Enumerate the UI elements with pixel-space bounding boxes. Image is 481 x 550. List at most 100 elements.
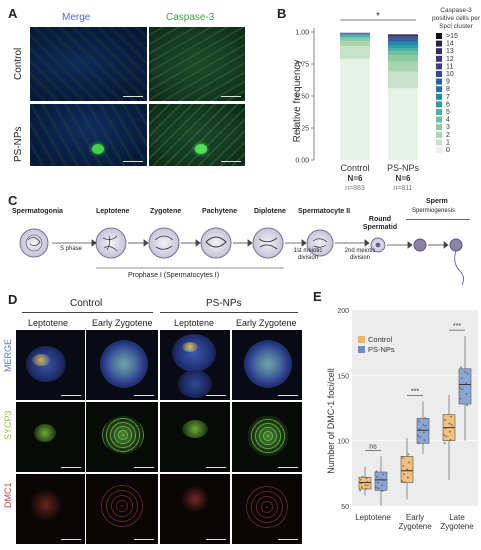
legend-label: 8 (446, 86, 450, 93)
panel-label-d: D (8, 292, 18, 307)
legend-title: Caspase-3 (440, 7, 472, 14)
legend-label: 11 (446, 63, 453, 70)
significance-marker: *** (453, 323, 461, 330)
category-label: Early (406, 513, 424, 522)
data-point (366, 484, 369, 487)
legend-swatch (436, 33, 442, 39)
legend-label: 7 (446, 94, 450, 101)
category-label: Late (449, 513, 465, 522)
data-point (361, 475, 364, 478)
data-point (466, 404, 469, 407)
data-point (406, 476, 409, 479)
legend-swatch (436, 139, 442, 146)
bar-segment-13 (388, 35, 418, 37)
significance-marker: *** (411, 388, 419, 395)
data-point (408, 469, 411, 472)
scale-bar (123, 96, 143, 97)
data-point (375, 470, 378, 473)
data-point (407, 453, 410, 456)
legend-swatch (436, 48, 442, 55)
panel-label-a: A (8, 6, 18, 21)
second-meiotic-division-label: 2nd meiotic division (344, 248, 376, 261)
data-point (422, 431, 425, 434)
data-point (444, 427, 447, 430)
stage-pachytene: Pachytene (202, 208, 238, 215)
d-sycp3-lepto-control (16, 402, 85, 472)
bar-segment-12 (388, 36, 418, 38)
data-point (449, 438, 452, 441)
legend-label: 1 (446, 139, 450, 146)
panel-e-ylabel: Number of DMC-1 foci/cell (326, 368, 336, 474)
bar-segment-0 (388, 88, 418, 160)
data-point (364, 483, 367, 486)
panel-c-schematic: Spermatogonia Leptotene Zygotene Pachyte… (8, 198, 481, 288)
col-header-early-zygotene-control: Early Zygotene (92, 318, 153, 328)
first-meiotic-division-label: 1st meiotic division (293, 248, 323, 261)
category-label: PS-NPs (387, 163, 420, 173)
panel-a-row-psnps: PS-NPs (13, 126, 24, 162)
legend-swatch (436, 86, 442, 93)
data-point (460, 366, 463, 369)
data-point (382, 479, 385, 482)
legend-label: PS-NPs (368, 345, 395, 354)
data-point (401, 480, 403, 483)
panel-b-ylabel: Relative frequency (292, 60, 303, 143)
legend-label: 12 (446, 56, 454, 63)
legend-swatch (436, 63, 442, 70)
data-point (460, 377, 463, 380)
stage-spermatogonia: Spermatogonia (12, 208, 63, 215)
data-point (444, 419, 447, 422)
bar-segment-14 (388, 34, 418, 36)
data-point (417, 434, 419, 437)
data-point (382, 473, 385, 476)
merge-psnps-image (30, 104, 147, 166)
legend-label: 10 (446, 71, 454, 78)
significance-marker: * (376, 11, 380, 22)
data-point (406, 468, 409, 471)
legend-label: Control (368, 335, 393, 344)
data-point (380, 484, 383, 487)
bar-segment-2 (388, 61, 418, 72)
panel-d-control-line (22, 312, 153, 313)
bar-segment-4 (388, 51, 418, 56)
bar-segment-1 (340, 46, 370, 59)
legend-label: 5 (446, 109, 450, 116)
n-label: N=6 (348, 174, 363, 183)
panel-e-chart: Number of DMC-1 foci/cell 50 100 150 200 Le… (326, 308, 478, 531)
n-label: N=6 (396, 174, 411, 183)
data-point (464, 382, 467, 385)
legend-swatch (436, 109, 442, 115)
data-point (417, 442, 420, 445)
data-point (466, 372, 469, 375)
data-point (376, 476, 379, 479)
bar-segment-6 (388, 45, 418, 48)
d-sycp3-lepto-psnps (160, 402, 230, 472)
data-point (424, 424, 427, 427)
panel-d-group-control: Control (70, 298, 103, 309)
data-point (448, 422, 451, 425)
d-sycp3-zygo-psnps (232, 402, 302, 472)
data-point (419, 435, 422, 438)
legend-swatch (436, 78, 442, 85)
data-point (365, 477, 368, 480)
legend-swatch (436, 71, 442, 77)
scale-bar (221, 96, 241, 97)
data-point (408, 461, 411, 464)
y-tick-label: 1.00 (295, 30, 309, 37)
legend-swatch (436, 124, 442, 131)
legend-swatch (358, 346, 365, 353)
data-point (464, 371, 467, 374)
data-point (424, 417, 427, 420)
col-header-leptotene-psnps: Leptotene (174, 318, 215, 328)
merge-control-image (30, 27, 147, 101)
stage-leptotene: Leptotene (96, 208, 130, 215)
d-merge-zygo-psnps (232, 330, 302, 400)
legend-swatch (436, 131, 442, 138)
bar-segment-9 (388, 39, 418, 41)
category-label: Zygotene (398, 522, 432, 531)
plot-background (352, 310, 478, 506)
panel-label-e: E (313, 289, 322, 304)
bar-segment-11 (388, 37, 418, 39)
legend-title: Spcl cluster (439, 23, 473, 30)
legend-label: 4 (446, 117, 450, 124)
